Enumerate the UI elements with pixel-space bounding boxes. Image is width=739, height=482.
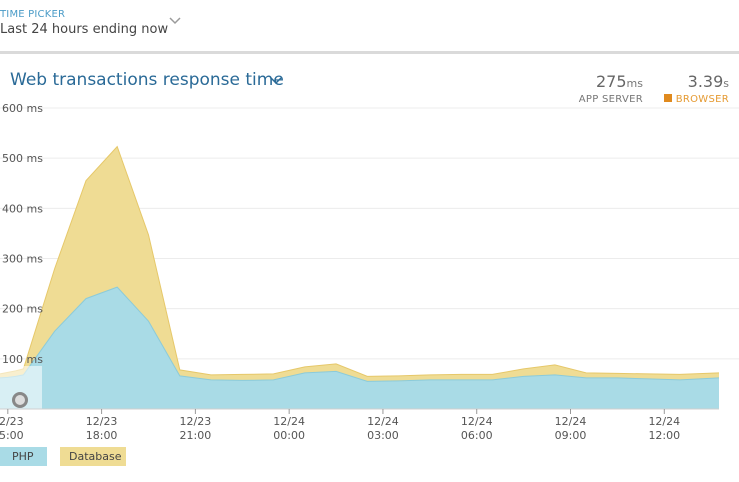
browser-metric: 3.39s BROWSER xyxy=(663,72,729,105)
x-tick-time: 00:00 xyxy=(273,429,305,442)
y-tick-label: 400 ms xyxy=(2,202,43,215)
x-tick-date: 12/24 xyxy=(273,415,305,428)
legend-item-php[interactable]: PHP xyxy=(0,447,47,466)
area-series-database xyxy=(0,146,719,382)
legend-label-database: Database xyxy=(69,450,122,463)
x-tick-date: 12/24 xyxy=(367,415,399,428)
x-tick-time: 15:00 xyxy=(0,429,24,442)
app-server-metric: 275ms APP SERVER xyxy=(579,72,643,105)
line-series-php xyxy=(0,286,720,382)
header-divider xyxy=(0,51,739,54)
y-tick-label: 200 ms xyxy=(2,303,43,316)
time-picker-value[interactable]: Last 24 hours ending now xyxy=(0,22,169,37)
y-tick-label: 600 ms xyxy=(2,102,43,115)
x-tick-time: 12:00 xyxy=(648,429,680,442)
x-tick-date: 12/24 xyxy=(648,415,680,428)
y-tick-label: 100 ms xyxy=(2,353,43,366)
x-tick-time: 09:00 xyxy=(555,429,587,442)
x-tick-date: 12/24 xyxy=(461,415,493,428)
chevron-down-icon[interactable] xyxy=(270,77,282,85)
legend-item-database[interactable]: Database xyxy=(60,447,126,466)
x-tick-time: 06:00 xyxy=(461,429,493,442)
line-series-database xyxy=(0,145,720,377)
x-tick-time: 21:00 xyxy=(180,429,212,442)
chart-title[interactable]: Web transactions response time xyxy=(10,70,284,90)
area-series-php xyxy=(0,287,719,409)
browser-label: BROWSER xyxy=(675,94,729,105)
y-tick-label: 500 ms xyxy=(2,152,43,165)
legend-label-php: PHP xyxy=(12,450,34,463)
drag-handle-center xyxy=(15,395,25,405)
browser-value: 3.39 xyxy=(687,72,724,91)
browser-label-row: BROWSER xyxy=(663,94,729,105)
response-time-chart: 100 ms 200 ms 300 ms 400 ms 500 ms 600 ms 12/2… xyxy=(0,102,739,442)
x-tick-date: 12/24 xyxy=(555,415,587,428)
x-tick-date: 12/23 xyxy=(180,415,212,428)
x-tick-time: 18:00 xyxy=(86,429,118,442)
chevron-down-icon[interactable] xyxy=(168,16,182,26)
app-server-unit: ms xyxy=(626,77,643,90)
time-picker-label: TIME PICKER xyxy=(0,9,66,20)
y-tick-label: 300 ms xyxy=(2,253,43,266)
x-tick-date: 12/23 xyxy=(0,415,24,428)
browser-unit: s xyxy=(723,77,729,90)
app-server-label: APP SERVER xyxy=(578,94,643,105)
browser-swatch xyxy=(663,94,672,102)
x-tick-date: 12/23 xyxy=(86,415,118,428)
app-server-value: 275 xyxy=(596,72,627,91)
x-tick-time: 03:00 xyxy=(367,429,399,442)
time-picker[interactable]: TIME PICKER Last 24 hours ending now xyxy=(0,9,168,37)
